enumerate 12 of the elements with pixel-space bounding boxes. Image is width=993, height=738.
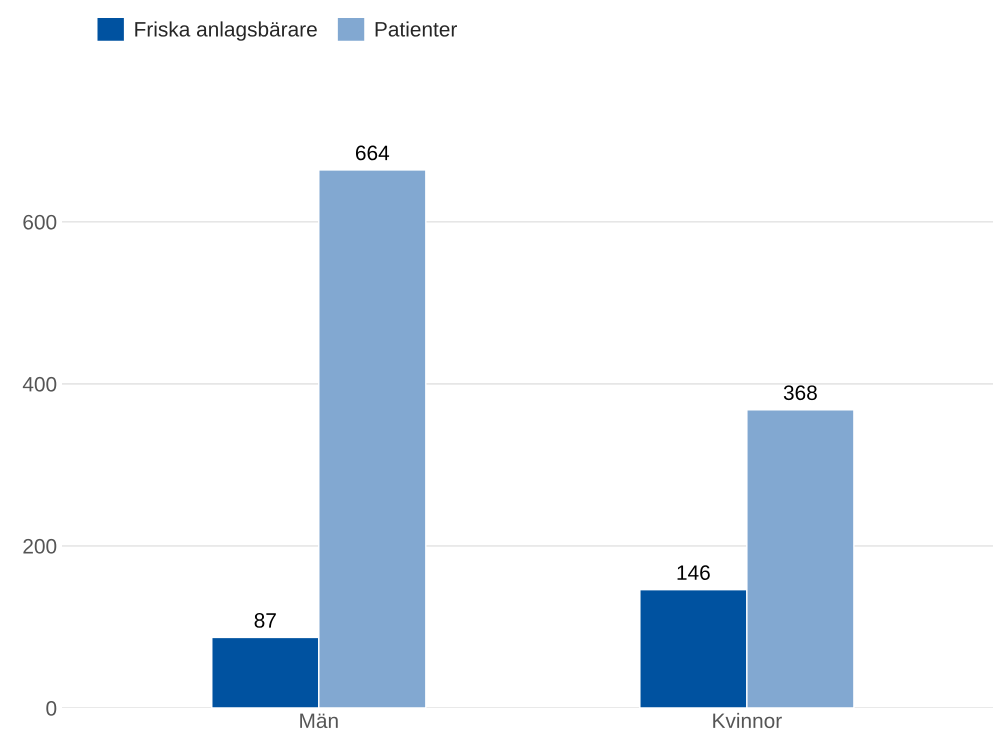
data-label: 664 — [356, 146, 390, 160]
y-tick-label: 0 — [46, 700, 56, 716]
legend-label: Patienter — [376, 21, 457, 37]
data-label: 368 — [784, 385, 817, 400]
y-tick-label: 600 — [23, 214, 56, 230]
x-tick-label: Kvinnor — [713, 712, 782, 728]
y-tick-label: 400 — [22, 376, 56, 392]
x-tick-label: Män — [300, 714, 338, 728]
data-label: 87 — [254, 613, 276, 628]
legend-label: Friska anlagsbärare — [135, 21, 317, 41]
y-tick-label: 200 — [23, 538, 56, 554]
data-label: 146 — [678, 565, 710, 580]
